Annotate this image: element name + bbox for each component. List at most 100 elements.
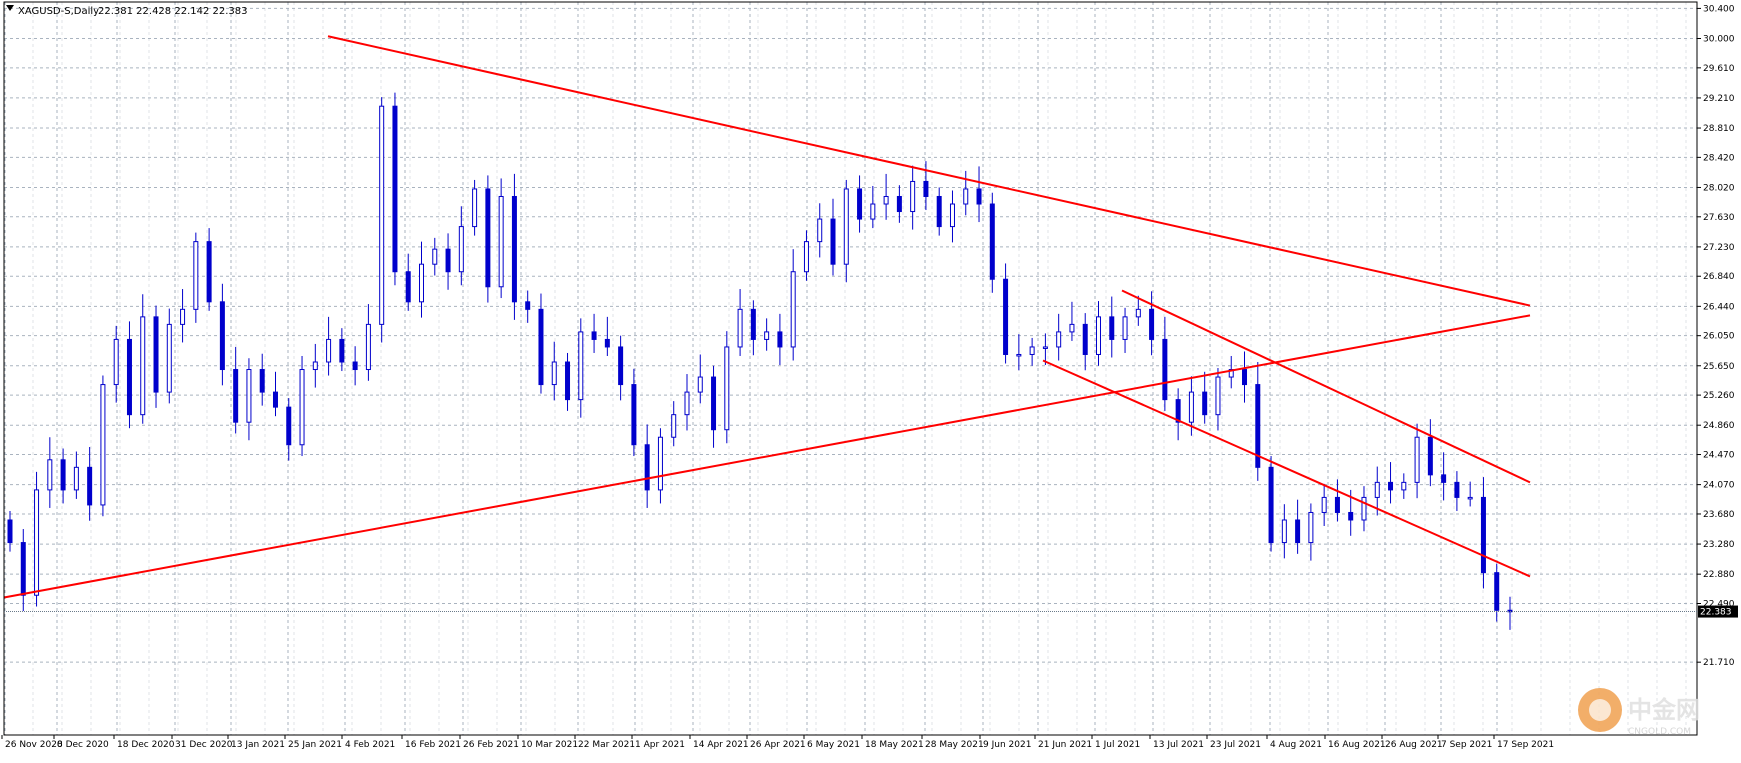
candle-body-up <box>1042 346 1048 349</box>
time-tick-label: 16 Aug 2021 <box>1328 740 1386 750</box>
candle-body-down <box>525 301 531 310</box>
price-tick-label: 24.070 <box>1703 481 1735 491</box>
time-tick-label: 18 May 2021 <box>865 740 924 750</box>
candle-body-up <box>1122 316 1128 340</box>
candle-body-up <box>724 346 730 431</box>
price-tick-label: 23.280 <box>1703 540 1735 550</box>
candle-body-up <box>419 263 425 303</box>
candle-body-down <box>936 195 942 228</box>
candle-body-up <box>790 271 796 348</box>
time-tick-label: 1 Jul 2021 <box>1095 740 1140 750</box>
candle-body-down <box>618 346 624 386</box>
candle-body-up <box>1414 436 1420 483</box>
candle-body-up <box>1029 346 1035 355</box>
time-tick-label: 25 Jan 2021 <box>288 740 342 750</box>
chart-header: XAGUSD-S,Daily 22.381 22.428 22.142 22.3… <box>6 5 248 17</box>
candle-body-down <box>896 195 902 213</box>
candle-body-down <box>206 241 212 303</box>
chart-grid <box>4 2 1697 735</box>
candle-body-down <box>272 391 278 408</box>
candle-body-down <box>352 361 358 371</box>
candle-body-down <box>1003 278 1009 355</box>
candle-body-up <box>671 414 677 438</box>
candle-body-down <box>1334 496 1340 513</box>
candle-body-up <box>949 203 955 228</box>
last-price-label: 22.383 <box>1700 608 1732 618</box>
candle-body-up <box>963 188 969 205</box>
candle-body-down <box>604 338 610 348</box>
candle-body-up <box>1467 496 1473 500</box>
candle-body-down <box>830 218 836 265</box>
time-tick-label: 8 Dec 2020 <box>57 740 109 750</box>
price-tick-label: 28.810 <box>1703 124 1735 134</box>
candle-body-up <box>193 241 199 310</box>
candle-body-down <box>126 338 132 416</box>
candle-body-down <box>565 361 571 401</box>
candle-body-up <box>551 361 557 386</box>
candle-body-up <box>34 489 40 596</box>
candle-body-down <box>20 542 26 596</box>
candle-body-down <box>1480 496 1486 574</box>
candle-body-up <box>1361 496 1367 521</box>
candle-body-up <box>803 241 809 273</box>
price-tick-label: 22.880 <box>1703 570 1735 580</box>
time-tick-label: 16 Feb 2021 <box>405 740 461 750</box>
candle-body-down <box>259 369 265 393</box>
candle-body-down <box>392 105 398 273</box>
candle-body-up <box>1095 316 1101 355</box>
candle-body-up <box>1228 369 1234 378</box>
candle-body-up <box>113 338 119 386</box>
price-tick-label: 25.260 <box>1703 391 1735 401</box>
candle-body-down <box>219 301 225 371</box>
candle-body-down <box>1082 323 1088 355</box>
candle-body-up <box>1016 353 1022 357</box>
candle-body-up <box>312 361 318 371</box>
price-tick-label: 29.210 <box>1703 94 1735 104</box>
candle-body-up <box>657 436 663 491</box>
price-tick-label: 24.860 <box>1703 421 1735 431</box>
candle-body-up <box>1188 391 1194 423</box>
candle-body-down <box>591 331 597 340</box>
candle-body-up <box>1281 519 1287 544</box>
candle-body-down <box>1388 481 1394 491</box>
price-tick-label: 24.470 <box>1703 451 1735 461</box>
candle-body-down <box>1348 511 1354 521</box>
price-tick-label: 28.020 <box>1703 183 1735 193</box>
candles <box>7 92 1513 630</box>
candle-body-up <box>246 369 252 423</box>
candle-body-down <box>1441 474 1447 483</box>
trendline-1 <box>327 35 1531 307</box>
time-tick-label: 13 Jan 2021 <box>231 740 285 750</box>
time-tick-label: 9 Jun 2021 <box>983 740 1031 750</box>
candle-body-up <box>100 384 106 506</box>
candle-body-down <box>976 188 982 205</box>
candle-body-down <box>405 271 411 303</box>
time-tick-label: 18 Dec 2020 <box>117 740 175 750</box>
candle-body-up <box>432 248 438 265</box>
candle-body-down <box>1202 391 1208 416</box>
current-price-tag: 22.383 <box>4 605 1738 618</box>
candle-body-down <box>233 369 239 423</box>
candle-body-up <box>498 195 504 288</box>
candle-body-down <box>538 308 544 386</box>
candle-body-up <box>458 226 464 273</box>
last-price-box <box>1698 605 1738 618</box>
candle-body-up <box>166 323 172 393</box>
candle-body-up <box>737 308 743 348</box>
trendline-4 <box>1042 359 1531 578</box>
candle-body-up <box>47 459 53 491</box>
candle-body-down <box>7 519 13 544</box>
price-axis: 30.400 30.000 29.610 29.210 28.810 28.420 28.0… <box>1697 4 1735 668</box>
candle-body-up <box>1308 511 1314 544</box>
candle-body-down <box>857 188 863 220</box>
candle-body-down <box>60 459 66 491</box>
trendlines <box>3 35 1531 599</box>
watermark-sub: CNGOLD.COM <box>1628 727 1691 737</box>
candle-body-up <box>764 331 770 340</box>
price-tick-label: 27.230 <box>1703 243 1735 253</box>
candle-body-up <box>326 338 332 363</box>
candle-body-up <box>140 316 146 416</box>
candle-body-up <box>472 188 478 228</box>
candle-body-up <box>180 308 186 325</box>
